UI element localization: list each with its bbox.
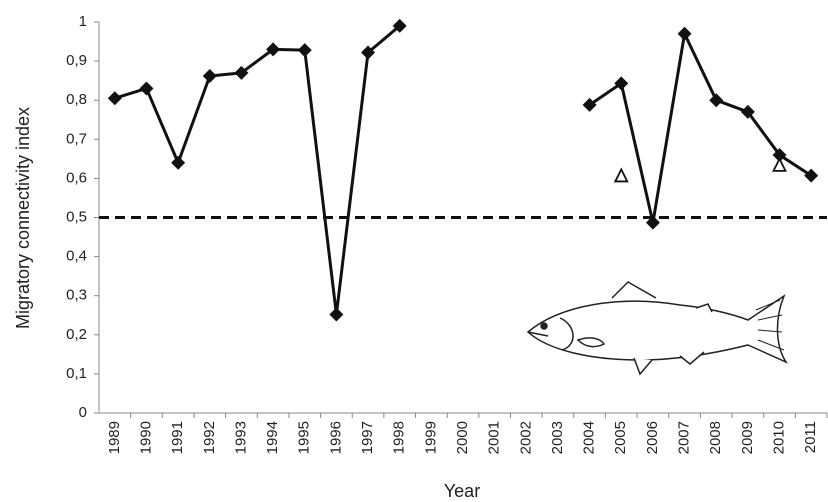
y-axis-title: Migratory connectivity index [13,107,33,329]
x-tick-label: 2008 [707,421,724,454]
y-tick-label: 0,1 [66,365,87,382]
x-tick-label: 2002 [517,421,534,454]
x-tick-label: 2005 [612,421,629,454]
y-tick-label: 0,5 [66,208,87,225]
x-tick-label: 2003 [549,421,566,454]
x-tick-label: 2004 [581,421,598,454]
x-tick-label: 1990 [137,421,154,454]
x-tick-label: 1997 [359,421,376,454]
x-tick-label: 2010 [770,421,787,454]
x-tick-label: 2000 [454,421,471,454]
data-point [139,81,153,95]
y-tick-label: 0 [79,404,87,421]
x-tick-label: 1998 [391,421,408,454]
x-tick-label: 1995 [296,421,313,454]
y-tick-label: 0,8 [66,91,87,108]
y-tick-label: 1 [79,13,87,30]
chart: Migratory connectivity index Year 0 0,1 0,… [0,0,828,502]
x-tick-label: 1994 [264,421,281,454]
data-point [709,93,723,107]
x-tick-label: 1991 [169,421,186,454]
data-point-triangle [774,159,786,171]
x-tick-label: 2011 [802,421,819,453]
x-tick-label: 2009 [739,421,756,454]
x-tick-label: 1996 [327,421,344,454]
x-tick-label: 2001 [486,421,503,454]
y-tick-label: 0,9 [66,52,87,69]
data-line [115,26,811,315]
x-tick-label: 1999 [422,421,439,454]
x-tick-label: 2007 [676,421,693,454]
data-point [108,91,122,105]
data-point [171,156,185,170]
data-point-triangle [615,169,627,181]
data-point [298,43,312,57]
y-tick-label: 0,6 [66,169,87,186]
data-point [329,307,343,321]
y-tick-label: 0,2 [66,326,87,343]
y-tick-label: 0,3 [66,287,87,304]
x-tick-label: 2006 [644,421,661,454]
data-point [203,69,217,83]
y-tick-label: 0,7 [66,130,87,147]
page: {"chart_data": {"type": "line", "x_label… [0,0,828,502]
fish-illustration [528,282,786,374]
y-tick-label: 0,4 [66,248,87,265]
x-tick-label: 1992 [201,421,218,454]
x-tick-label: 1993 [232,421,249,454]
x-axis-title: Year [444,481,480,501]
x-tick-label: 1989 [106,421,123,454]
data-point [678,27,692,41]
